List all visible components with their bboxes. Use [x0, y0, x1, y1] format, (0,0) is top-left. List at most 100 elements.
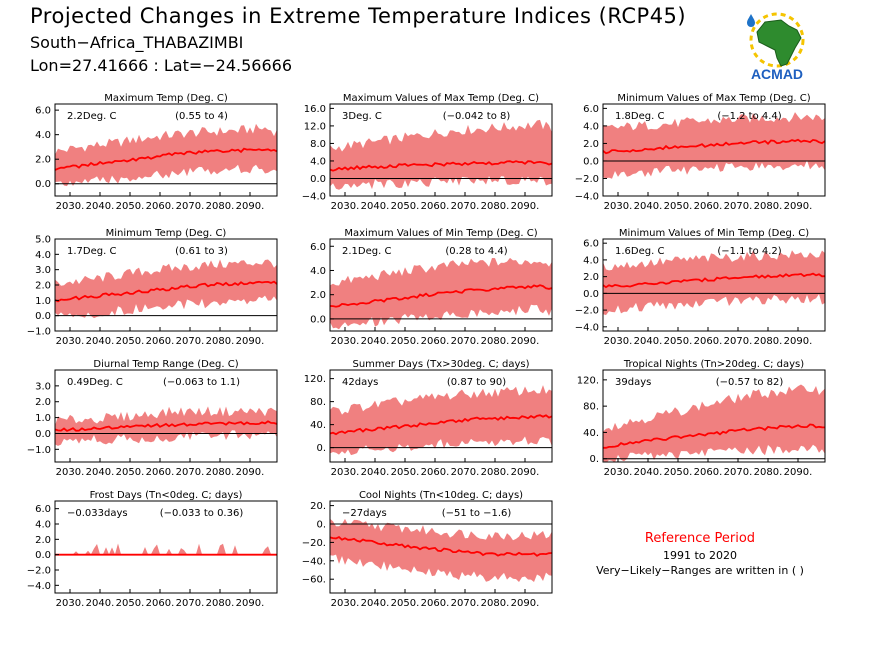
x-tick-label: 2060.	[694, 201, 723, 212]
x-tick-label: 2080.	[754, 336, 783, 347]
x-tick-label: 2050.	[391, 201, 420, 212]
y-tick-label: 0.0	[35, 179, 51, 190]
x-tick-label: 2030.	[56, 598, 85, 609]
x-tick-label: 2050.	[664, 467, 693, 478]
y-tick-label: 80.	[310, 397, 326, 408]
panel-title: Minimum Values of Max Temp (Deg. C)	[617, 93, 810, 104]
africa-map-icon	[756, 19, 802, 67]
y-tick-label: 20.	[310, 501, 326, 512]
x-tick-label: 2070.	[724, 336, 753, 347]
y-tick-label: 5.0	[35, 235, 51, 246]
page-title: Projected Changes in Extreme Temperature…	[30, 4, 687, 28]
x-tick-label: 2070.	[176, 467, 205, 478]
x-tick-label: 2040.	[361, 598, 390, 609]
likely-range-value: (−0.57 to 82)	[716, 377, 784, 388]
y-tick-label: −4.0	[575, 192, 599, 203]
chart-panel: −4.0 −2.0 0.0 2.0 4.0 6.0 2030. 2040. 2050. 2060.…	[575, 228, 826, 347]
y-tick-label: 1.0	[35, 296, 51, 307]
plot-frame	[602, 238, 826, 332]
x-tick-label: 2070.	[176, 336, 205, 347]
x-tick-label: 2030.	[56, 467, 85, 478]
x-tick-label: 2060.	[146, 201, 175, 212]
plot-area	[55, 259, 277, 319]
x-tick-label: 2090.	[511, 467, 540, 478]
panel-title: Tropical Nights (Tn>20deg. C; days)	[623, 359, 804, 370]
y-tick-label: 2.0	[35, 397, 51, 408]
y-tick-label: −40.	[302, 556, 326, 567]
likely-range-band	[55, 543, 277, 555]
x-tick-label: 2030.	[604, 201, 633, 212]
x-tick-label: 2030.	[331, 336, 360, 347]
panel-title: Minimum Values of Min Temp (Deg. C)	[619, 228, 809, 239]
y-tick-label: 40.	[583, 428, 599, 439]
y-tick-label: 0.	[316, 520, 326, 531]
chart-panel: 0.0 2.0 4.0 6.0 2030. 2040. 2050. 2060. 2070. 208…	[35, 93, 278, 212]
y-tick-label: 4.0	[35, 520, 51, 531]
y-tick-label: −2.0	[575, 174, 599, 185]
plot-frame	[54, 369, 278, 463]
change-value: 1.6Deg. C	[615, 246, 664, 257]
y-tick-label: 4.0	[35, 130, 51, 141]
median-series-line	[55, 147, 277, 171]
logo-text: ACMAD	[751, 66, 803, 82]
x-tick-label: 2030.	[56, 336, 85, 347]
likely-range-value: (0.55 to 4)	[175, 111, 228, 122]
x-tick-label: 2030.	[604, 467, 633, 478]
x-tick-label: 2080.	[206, 336, 235, 347]
x-tick-label: 2070.	[724, 467, 753, 478]
median-series-line	[330, 536, 552, 557]
likely-range-value: (−1.2 to 4.4)	[717, 111, 781, 122]
panel-title: Frost Days (Tn<0deg. C; days)	[90, 490, 243, 501]
plot-frame	[329, 238, 553, 332]
y-tick-label: 2.0	[583, 272, 599, 283]
x-tick-label: 2070.	[724, 201, 753, 212]
y-tick-label: 0.0	[310, 174, 326, 185]
y-tick-label: 2.0	[310, 290, 326, 301]
x-tick-label: 2050.	[664, 201, 693, 212]
x-tick-label: 2090.	[236, 467, 265, 478]
panel-title: Maximum Values of Min Temp (Deg. C)	[344, 228, 537, 239]
y-tick-label: 6.0	[583, 239, 599, 250]
x-tick-label: 2080.	[481, 336, 510, 347]
x-tick-label: 2030.	[56, 201, 85, 212]
x-tick-label: 2060.	[694, 336, 723, 347]
x-tick-label: 2090.	[511, 201, 540, 212]
median-series-line	[330, 160, 552, 172]
chart-panel: 0.0 2.0 4.0 6.0 2030. 2040. 2050. 2060. 2070. 208…	[310, 228, 553, 347]
plot-area	[330, 257, 552, 330]
chart-panel: 0. 40. 80. 120. 2030. 2040. 2050. 2060. 2070. 208…	[577, 359, 826, 478]
plot-area	[55, 543, 277, 556]
x-tick-label: 2090.	[236, 201, 265, 212]
x-tick-label: 2060.	[421, 201, 450, 212]
likely-range-value: (−51 to −1.6)	[442, 508, 512, 519]
panel-title: Maximum Values of Max Temp (Deg. C)	[343, 93, 539, 104]
x-tick-label: 2070.	[451, 201, 480, 212]
y-tick-label: −1.0	[27, 445, 51, 456]
x-tick-label: 2030.	[331, 467, 360, 478]
plot-frame	[602, 369, 826, 463]
x-tick-label: 2090.	[236, 336, 265, 347]
x-tick-label: 2080.	[206, 201, 235, 212]
x-tick-label: 2090.	[236, 598, 265, 609]
likely-range-band	[55, 406, 277, 446]
x-tick-label: 2070.	[176, 201, 205, 212]
x-tick-label: 2060.	[146, 598, 175, 609]
x-tick-label: 2040.	[86, 467, 115, 478]
y-tick-label: 4.0	[583, 255, 599, 266]
y-tick-label: 0.0	[583, 289, 599, 300]
plot-area	[330, 385, 552, 456]
y-tick-label: 2.0	[35, 535, 51, 546]
y-tick-label: 2.0	[35, 155, 51, 166]
y-tick-label: 120.	[304, 374, 326, 385]
change-value: 39days	[615, 377, 651, 388]
x-tick-label: 2080.	[206, 467, 235, 478]
x-tick-label: 2080.	[481, 467, 510, 478]
x-tick-label: 2070.	[451, 598, 480, 609]
y-tick-label: 6.0	[35, 504, 51, 515]
chart-panel: 0. 40. 80. 120. 2030. 2040. 2050. 2060. 2070. 208…	[304, 359, 553, 478]
likely-range-band	[330, 385, 552, 456]
likely-range-band	[330, 257, 552, 330]
y-tick-label: 4.0	[583, 121, 599, 132]
x-tick-label: 2080.	[754, 201, 783, 212]
chart-panel: −1.0 0.0 1.0 2.0 3.0 4.0 5.0 2030. 2040. 2050. 206…	[27, 228, 278, 347]
